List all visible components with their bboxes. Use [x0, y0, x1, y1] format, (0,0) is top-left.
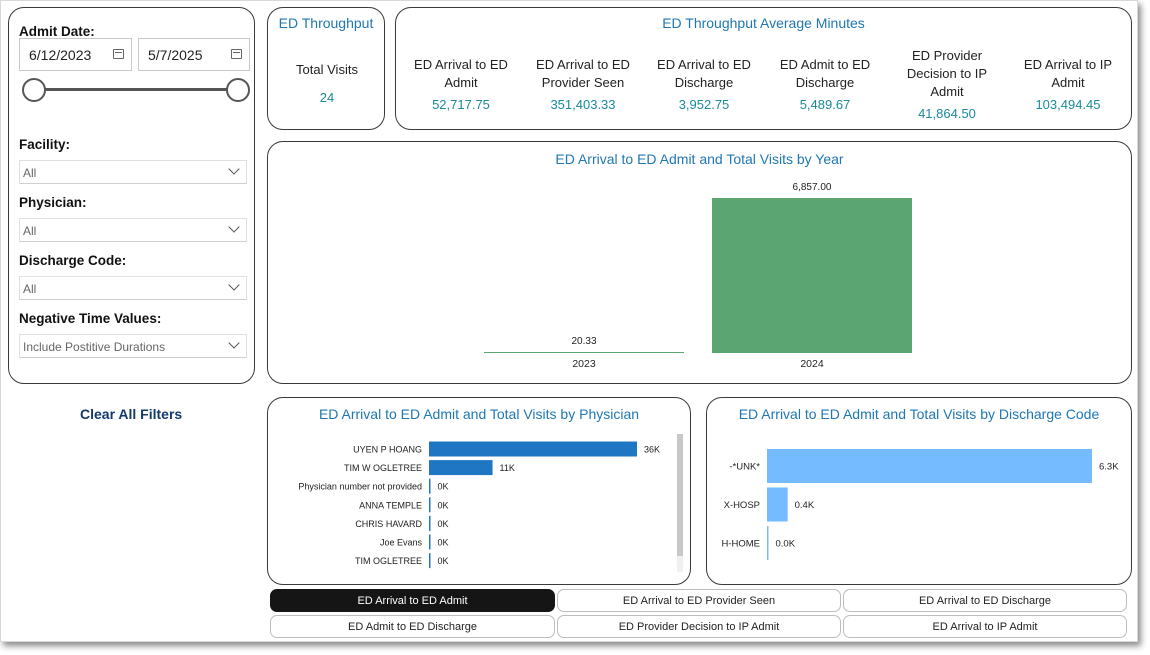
- tick-label: TIM W OGLETREE: [344, 463, 422, 473]
- facility-selected: All: [23, 166, 37, 180]
- kpi-value: 5,489.67: [799, 97, 851, 112]
- end-date-input[interactable]: 5/7/2025: [138, 38, 250, 71]
- discharge-code-selected: All: [23, 282, 37, 296]
- calendar-icon[interactable]: [113, 49, 124, 59]
- chevron-down-icon: [228, 337, 240, 349]
- data-label: 0K: [438, 500, 449, 510]
- data-label: 36K: [644, 445, 660, 455]
- data-label: 0.0K: [776, 539, 796, 550]
- metric-button-ed-arrival-to-ed-admit[interactable]: ED Arrival to ED Admit: [270, 589, 555, 612]
- bar: [767, 487, 788, 522]
- kpi-label: ED Arrival to IP Admit: [1023, 57, 1113, 90]
- bar: [712, 198, 912, 353]
- tick-label: H-HOME: [721, 539, 760, 550]
- avg-minutes-card: ED Throughput Average Minutes ED Arrival…: [395, 7, 1132, 130]
- bar: [429, 497, 431, 513]
- tick-label: X-HOSP: [724, 500, 760, 511]
- bar: [767, 449, 1092, 483]
- kpi-label: ED Provider Decision to IP Admit: [906, 48, 988, 99]
- slider-start-handle[interactable]: [22, 78, 46, 102]
- negative-time-label: Negative Time Values:: [19, 311, 162, 326]
- scrollbar[interactable]: [677, 434, 683, 572]
- start-date-input[interactable]: 6/12/2023: [19, 38, 132, 71]
- total-visits-card: ED Throughput Total Visits 24: [267, 7, 385, 130]
- card-title: ED Throughput Average Minutes: [662, 15, 865, 31]
- data-label: 0.4K: [795, 500, 815, 511]
- tick-label: 2023: [572, 358, 596, 370]
- metric-button-ed-arrival-to-ed-discharge[interactable]: ED Arrival to ED Discharge: [843, 589, 1127, 612]
- kpi-value: 103,494.45: [1035, 97, 1101, 112]
- tick-label: 2024: [800, 358, 824, 370]
- date-range-slider[interactable]: [33, 88, 238, 91]
- negative-time-selected: Include Postitive Durations: [23, 340, 166, 354]
- kpi-label: ED Arrival to ED Provider Seen: [536, 57, 630, 90]
- data-label: 0K: [438, 519, 449, 529]
- data-label: 0K: [438, 538, 449, 548]
- bar: [429, 441, 637, 457]
- kpi-label: ED Arrival to ED Admit: [414, 57, 508, 90]
- tick-label: Physician number not provided: [298, 482, 422, 492]
- chart-title: ED Arrival to ED Admit and Total Visits …: [738, 406, 1100, 422]
- metric-button-ed-arrival-to-provider-seen[interactable]: ED Arrival to ED Provider Seen: [557, 589, 841, 612]
- metric-button-ed-arrival-to-ip-admit[interactable]: ED Arrival to IP Admit: [843, 615, 1127, 638]
- data-label: 11K: [500, 463, 515, 473]
- chevron-down-icon: [228, 221, 240, 233]
- data-label: 0K: [438, 482, 449, 492]
- bar: [429, 460, 493, 476]
- facility-label: Facility:: [19, 137, 71, 152]
- bar: [429, 534, 431, 550]
- chevron-down-icon: [228, 279, 240, 291]
- admit-date-label: Admit Date:: [19, 24, 95, 39]
- bar: [429, 515, 431, 531]
- data-label: 6.3K: [1099, 462, 1119, 473]
- metric-button-provider-decision-to-ip-admit[interactable]: ED Provider Decision to IP Admit: [557, 615, 841, 638]
- year-chart-card: ED Arrival to ED Admit and Total Visits …: [267, 141, 1132, 384]
- bar: [429, 553, 431, 569]
- kpi-value: 3,952.75: [678, 97, 730, 112]
- discharge-code-chart-card: ED Arrival to ED Admit and Total Visits …: [706, 397, 1132, 585]
- clear-all-filters-button[interactable]: Clear All Filters: [80, 406, 183, 422]
- bar: [484, 352, 684, 353]
- kpi-label: ED Admit to ED Discharge: [779, 57, 871, 90]
- tick-label: Joe Evans: [380, 538, 423, 548]
- physician-chart-card: ED Arrival to ED Admit and Total Visits …: [267, 397, 691, 585]
- tick-label: -*UNK*: [729, 462, 760, 473]
- bar: [767, 526, 769, 560]
- total-visits-label: Total Visits: [296, 62, 358, 77]
- kpi-value: 52,717.75: [432, 97, 490, 112]
- kpi-label: ED Arrival to ED Discharge: [657, 57, 751, 90]
- bar: [429, 478, 431, 494]
- data-label: 6,857.00: [793, 182, 832, 193]
- physician-chart: UYEN P HOANG 36K TIM W OGLETREE 11K Physicia…: [298, 441, 660, 569]
- facility-dropdown[interactable]: All: [19, 160, 247, 184]
- data-label: 0K: [438, 556, 449, 566]
- scrollbar-thumb[interactable]: [677, 434, 683, 556]
- tick-label: TIM OGLETREE: [355, 556, 422, 566]
- end-date-value: 5/7/2025: [148, 47, 203, 63]
- card-title: ED Throughput: [278, 15, 374, 31]
- data-label: 20.33: [571, 336, 596, 347]
- chevron-down-icon: [228, 163, 240, 175]
- discharge-code-chart: -*UNK* 6.3K X-HOSP 0.4K H-HOME 0.0K: [721, 449, 1119, 560]
- discharge-code-label: Discharge Code:: [19, 253, 127, 268]
- negative-time-dropdown[interactable]: Include Postitive Durations: [19, 334, 247, 358]
- year-chart: 20.33 2023 6,857.00 2024: [484, 182, 912, 370]
- physician-dropdown[interactable]: All: [19, 218, 247, 242]
- calendar-icon[interactable]: [231, 49, 242, 59]
- filters-panel: Admit Date: 6/12/2023 5/7/2025 Facility:…: [8, 7, 255, 384]
- physician-label: Physician:: [19, 195, 87, 210]
- tick-label: ANNA TEMPLE: [359, 500, 422, 510]
- physician-selected: All: [23, 224, 37, 238]
- metric-button-ed-admit-to-ed-discharge[interactable]: ED Admit to ED Discharge: [270, 615, 555, 638]
- start-date-value: 6/12/2023: [29, 47, 92, 63]
- kpi-value: 351,403.33: [550, 97, 616, 112]
- chart-title: ED Arrival to ED Admit and Total Visits …: [318, 406, 640, 422]
- tick-label: UYEN P HOANG: [353, 445, 422, 455]
- discharge-code-dropdown[interactable]: All: [19, 276, 247, 300]
- slider-end-handle[interactable]: [226, 78, 250, 102]
- total-visits-value: 24: [319, 90, 335, 105]
- kpi-value: 41,864.50: [918, 106, 976, 121]
- chart-title: ED Arrival to ED Admit and Total Visits …: [555, 151, 844, 167]
- tick-label: CHRIS HAVARD: [355, 519, 422, 529]
